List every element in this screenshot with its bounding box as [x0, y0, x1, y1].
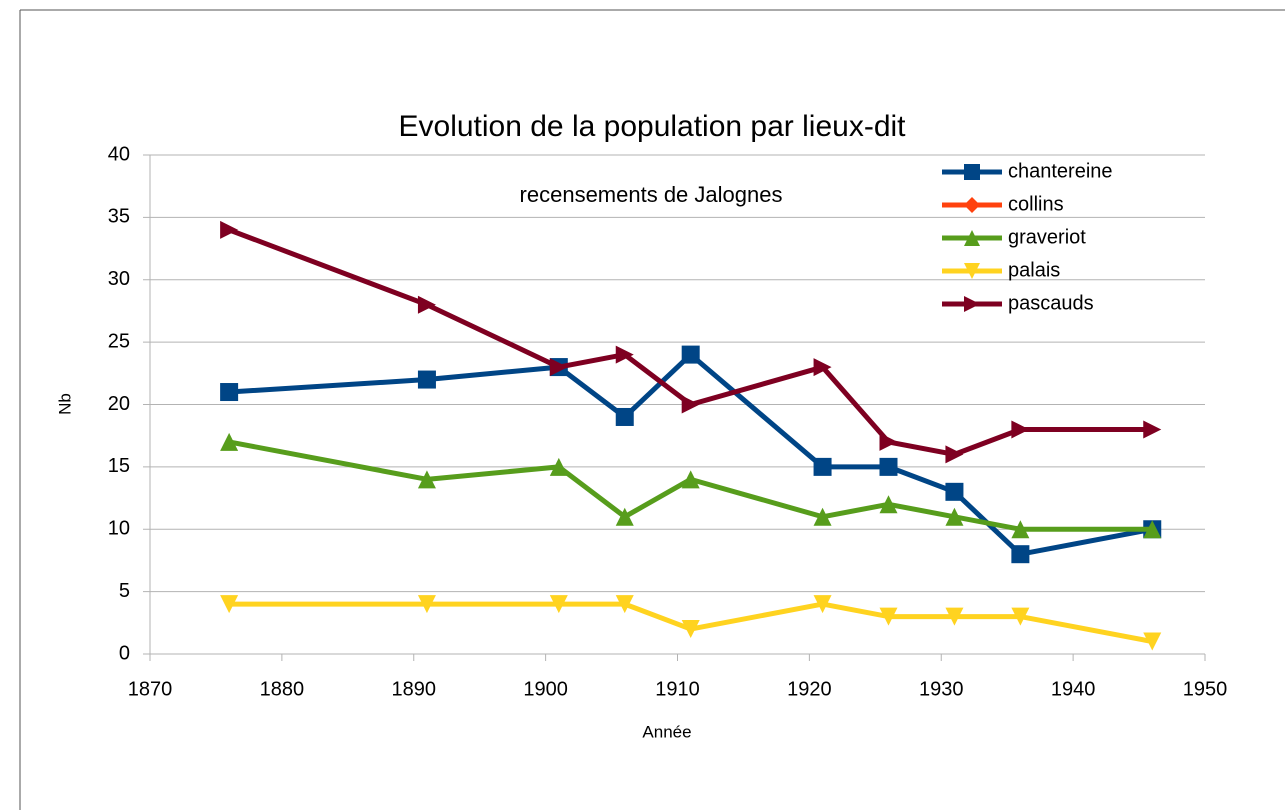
data-point: [220, 595, 239, 614]
x-tick-label: 1900: [523, 678, 568, 700]
data-point: [1011, 520, 1030, 539]
data-point: [945, 445, 964, 464]
data-point: [813, 595, 832, 614]
x-tick-label: 1920: [787, 678, 832, 700]
legend-label: chantereine: [1008, 160, 1113, 182]
x-axis-label: Année: [642, 722, 691, 741]
data-point: [417, 470, 436, 489]
data-point: [1143, 520, 1162, 539]
data-point: [681, 395, 700, 414]
data-point: [813, 457, 832, 476]
chart-title: Evolution de la population par lieux-dit: [399, 110, 907, 143]
y-axis-label: Nb: [55, 393, 74, 415]
data-point: [220, 220, 239, 239]
data-point: [813, 507, 832, 526]
data-point: [1143, 420, 1162, 439]
annotation: recensements de Jalognes: [520, 182, 783, 207]
data-point: [417, 370, 436, 389]
legend-marker: [964, 230, 980, 246]
data-point: [1011, 607, 1030, 626]
x-tick-label: 1930: [919, 678, 964, 700]
data-point: [813, 358, 832, 377]
data-point: [615, 407, 634, 426]
data-point: [549, 595, 568, 614]
y-tick-label: 20: [108, 393, 130, 415]
y-tick-label: 40: [108, 143, 130, 165]
series-line: [228, 227, 1153, 457]
data-point: [615, 345, 634, 364]
series-line: [229, 601, 1153, 644]
y-tick-label: 25: [108, 330, 130, 352]
y-tick-label: 10: [108, 518, 130, 540]
data-point: [681, 620, 700, 639]
legend-marker: [964, 263, 980, 279]
data-point: [945, 482, 964, 501]
y-tick-label: 15: [108, 455, 130, 477]
y-tick-label: 5: [119, 580, 130, 602]
legend-label: graveriot: [1008, 226, 1086, 248]
legend-marker: [964, 296, 980, 312]
series-line: [228, 439, 1153, 532]
data-point: [1011, 545, 1030, 564]
y-tick-label: 30: [108, 268, 130, 290]
data-point: [945, 507, 964, 526]
y-tick-label: 35: [108, 206, 130, 228]
data-point: [417, 295, 436, 314]
data-point: [681, 345, 700, 364]
legend-label: pascauds: [1008, 292, 1094, 314]
data-point: [879, 457, 898, 476]
data-point: [1011, 420, 1030, 439]
legend-label: palais: [1008, 259, 1060, 281]
data-point: [681, 470, 700, 489]
data-point: [879, 607, 898, 626]
y-tick-label: 0: [119, 642, 130, 664]
x-tick-label: 1950: [1183, 678, 1228, 700]
legend-label: collins: [1008, 193, 1064, 215]
x-tick-label: 1910: [655, 678, 700, 700]
legend-marker: [964, 164, 980, 180]
data-point: [549, 358, 568, 377]
x-tick-label: 1940: [1051, 678, 1096, 700]
data-point: [417, 595, 436, 614]
data-point: [220, 432, 239, 451]
data-point: [220, 383, 239, 402]
x-tick-label: 1890: [392, 678, 437, 700]
data-point: [879, 432, 898, 451]
data-point: [1143, 632, 1162, 651]
x-tick-label: 1880: [260, 678, 305, 700]
data-point: [615, 507, 634, 526]
data-point: [549, 457, 568, 476]
data-point: [879, 495, 898, 514]
legend-marker: [964, 197, 980, 213]
data-point: [615, 595, 634, 614]
data-point: [945, 607, 964, 626]
x-tick-label: 1870: [128, 678, 173, 700]
